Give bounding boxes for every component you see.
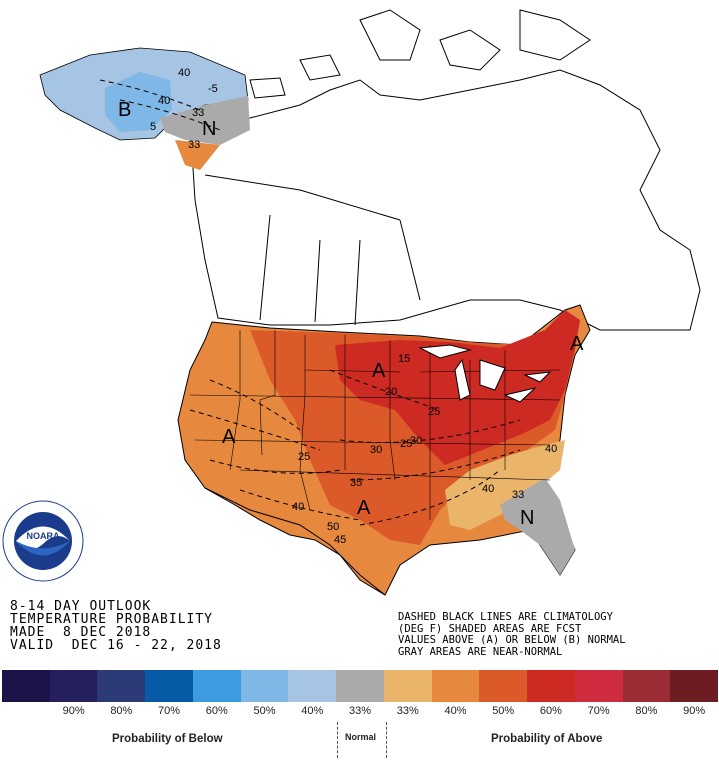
alaska-above-33 bbox=[175, 140, 220, 170]
iso-label: 33 bbox=[188, 139, 200, 151]
legend-swatch bbox=[479, 670, 528, 702]
iso-label: 25 bbox=[428, 406, 440, 418]
mexico-border bbox=[204, 487, 386, 596]
legend-swatch bbox=[431, 670, 480, 702]
legend-swatch bbox=[527, 670, 575, 702]
legend-label: 80% bbox=[110, 705, 133, 717]
legend-label: 33% bbox=[396, 705, 419, 717]
legend-label: 40% bbox=[444, 705, 467, 717]
iso-label: 40 bbox=[158, 95, 170, 107]
iso-label: 33 bbox=[512, 489, 524, 501]
legend-swatch bbox=[622, 670, 671, 702]
outlook-title-block: 8-14 DAY OUTLOOK TEMPERATURE PROBABILITY M… bbox=[10, 600, 222, 652]
legend-swatch bbox=[670, 670, 719, 702]
iso-label: 33 bbox=[192, 107, 204, 119]
title-line: TEMPERATURE PROBABILITY bbox=[10, 612, 214, 627]
southeast-near-normal bbox=[500, 478, 575, 575]
note-line: VALUES ABOVE (A) OR BELOW (B) NORMAL bbox=[398, 634, 626, 646]
iso-label: 30 bbox=[370, 444, 382, 456]
below-caption: Probability of Below bbox=[112, 733, 223, 745]
plains-a-label: A bbox=[357, 497, 371, 519]
iso-label: 40 bbox=[178, 67, 190, 79]
alaska-n-label: N bbox=[202, 118, 216, 140]
iso-label: 20 bbox=[385, 386, 397, 398]
legend-label: 40% bbox=[301, 705, 324, 717]
note-line: GRAY AREAS ARE NEAR-NORMAL bbox=[398, 645, 563, 658]
alaska bbox=[39, 47, 250, 170]
southeast-n-label: N bbox=[520, 507, 534, 529]
normal-divider-left bbox=[337, 722, 338, 758]
legend-label: 90% bbox=[683, 705, 706, 717]
valid-range: VALID DEC 16 - 22, 2018 bbox=[10, 638, 222, 653]
legend-swatch bbox=[383, 670, 432, 702]
noaa-logo-text: NOARA bbox=[27, 531, 60, 541]
iso-label: 15 bbox=[398, 353, 410, 365]
legend-swatch bbox=[574, 670, 623, 702]
legend-label: 50% bbox=[492, 705, 515, 717]
legend-label: 60% bbox=[539, 705, 562, 717]
iso-label: 50 bbox=[327, 521, 339, 533]
state-lines bbox=[189, 330, 561, 520]
note-line: DASHED BLACK LINES ARE CLIMATOLOGY bbox=[398, 611, 613, 623]
legend-label: 70% bbox=[587, 705, 610, 717]
iso-label: 5 bbox=[150, 121, 156, 133]
legend-label: 33% bbox=[348, 705, 372, 717]
iso-label: 40 bbox=[292, 501, 304, 513]
alaska-iso-labels: 40 -5 40 5 33 33 bbox=[150, 67, 218, 151]
canada-landmass bbox=[189, 9, 701, 331]
noaa-logo: NOARA bbox=[2, 500, 84, 582]
legend-label: 50% bbox=[253, 705, 276, 717]
legend-swatch bbox=[2, 670, 50, 702]
legend-label: 90% bbox=[62, 705, 85, 717]
iso-label: -5 bbox=[208, 83, 218, 95]
legend-swatch bbox=[145, 670, 193, 702]
great-lakes bbox=[418, 344, 552, 403]
iso-label: 40 bbox=[482, 483, 494, 495]
legend-label: 80% bbox=[635, 705, 658, 717]
legend-notes: DASHED BLACK LINES ARE CLIMATOLOGY (DEG F… bbox=[398, 611, 626, 658]
alaska-below-50 bbox=[105, 72, 172, 132]
normal-divider-right bbox=[386, 722, 387, 758]
legend-swatch bbox=[240, 670, 289, 702]
west-a-label: A bbox=[222, 426, 236, 448]
northeast-a-label: A bbox=[570, 333, 584, 355]
made-date: MADE 8 DEC 2018 bbox=[10, 625, 152, 640]
note-line: (DEG F) SHADED AREAS ARE FCST bbox=[398, 622, 582, 635]
province-lines bbox=[204, 174, 421, 326]
iso-label: 35 bbox=[350, 477, 362, 489]
iso-label: 25 bbox=[400, 438, 412, 450]
iso-label: 30 bbox=[410, 435, 422, 447]
alaska-near-normal bbox=[160, 96, 250, 145]
probability-labels: 90% 80% 70% 60% 50% 40% 33% 33% 40% 50% … bbox=[2, 705, 718, 721]
iso-label: 40 bbox=[545, 443, 557, 455]
legend-swatch bbox=[288, 670, 337, 702]
alaska-b-label: B bbox=[118, 99, 131, 121]
legend-label: 70% bbox=[158, 705, 181, 717]
legend-swatch bbox=[97, 670, 146, 702]
legend-label bbox=[2, 705, 50, 721]
midwest-a-label: A bbox=[372, 360, 386, 382]
outlook-map: B N A A A A N 40 -5 40 5 33 33 15 20 25 … bbox=[39, 9, 701, 596]
southeast-above-33 bbox=[445, 440, 565, 530]
conus-iso-labels: 15 20 25 30 30 35 25 40 50 45 40 33 40 2… bbox=[292, 353, 557, 546]
climatology-lines bbox=[99, 79, 521, 526]
normal-caption: Normal bbox=[345, 732, 377, 742]
legend-swatch bbox=[336, 670, 384, 702]
above-caption: Probability of Above bbox=[491, 733, 603, 745]
legend-swatch bbox=[192, 670, 241, 702]
legend-label: 60% bbox=[205, 705, 228, 717]
title-line: 8-14 DAY OUTLOOK bbox=[10, 599, 152, 614]
iso-label: 25 bbox=[298, 451, 310, 463]
iso-label: 45 bbox=[334, 534, 346, 546]
probability-color-bar bbox=[2, 670, 719, 702]
legend-swatch bbox=[49, 670, 98, 702]
